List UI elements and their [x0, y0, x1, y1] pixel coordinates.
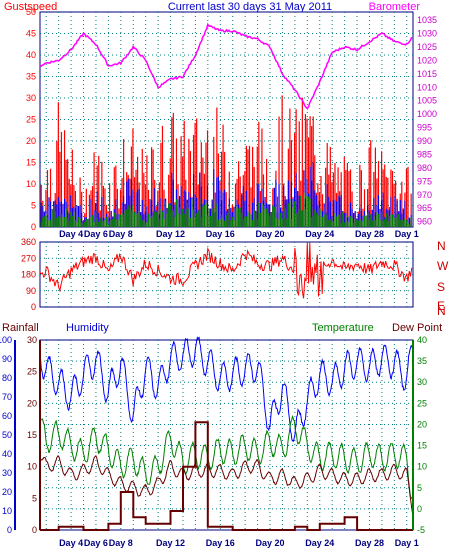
temperature-label: Temperature [312, 322, 374, 334]
gust-axis-tick-label: 40 [26, 50, 36, 60]
humidity-axis-tick-label: 50 [2, 430, 12, 440]
temperature-line [39, 415, 413, 500]
gust-axis-tick-label: 50 [26, 7, 36, 17]
temperature-axis-tick-label: 30 [417, 377, 427, 387]
day-tick-label: Day 20 [256, 229, 285, 239]
humidity-axis-tick-label: 40 [2, 449, 12, 459]
gust-axis-tick-label: 0 [31, 222, 36, 232]
barometer-axis-tick-label: 1010 [417, 82, 437, 92]
dewpoint-label: Dew Point [392, 322, 442, 334]
rain-axis-tick-label: 30 [27, 335, 37, 345]
direction-axis-tick-label: 90 [26, 286, 36, 296]
day-tick-label: Day 4 [59, 538, 83, 548]
day-tick-label: Day 16 [206, 229, 235, 239]
barometer-axis-tick-label: 990 [417, 136, 432, 146]
barometer-label: Barometer [369, 1, 421, 13]
compass-label-s: S [437, 280, 445, 294]
barometer-axis-tick-label: 965 [417, 203, 432, 213]
gust-axis-tick-label: 35 [26, 72, 36, 82]
gust-axis-tick-label: 15 [26, 158, 36, 168]
direction-line [39, 242, 413, 299]
humidity-axis-tick-label: 70 [2, 392, 12, 402]
chart-title: Current last 30 days 31 May 2011 [168, 1, 332, 13]
day-tick-label: Day 1 [395, 538, 419, 548]
rain-axis-tick-label: 10 [27, 462, 37, 472]
gust-axis-tick-label: 5 [31, 201, 36, 211]
rain-axis-tick-label: 0 [32, 525, 37, 535]
barometer-axis-tick-label: 975 [417, 176, 432, 186]
compass-label-w: W [437, 259, 449, 273]
day-tick-label: Day 8 [109, 229, 133, 239]
dewpoint-line [40, 455, 413, 513]
day-tick-label: Day 28 [355, 229, 384, 239]
humidity-axis-tick-label: 90 [2, 354, 12, 364]
gust-axis-tick-label: 20 [26, 136, 36, 146]
day-tick-label: Day 1 [395, 229, 419, 239]
temperature-axis-tick-label: 10 [417, 462, 427, 472]
compass-label-n: N [437, 304, 446, 318]
rain-axis-tick-label: 15 [27, 430, 37, 440]
rain-axis-tick-label: 5 [32, 493, 37, 503]
day-tick-label: Day 28 [355, 538, 384, 548]
barometer-axis-tick-label: 1025 [417, 42, 437, 52]
humidity-axis-tick-label: 60 [2, 411, 12, 421]
average-bars [40, 192, 412, 227]
direction-axis-tick-label: 180 [21, 270, 36, 280]
barometer-axis-tick-label: 1005 [417, 96, 437, 106]
gustspeed-label: Gustspeed [4, 1, 57, 13]
direction-axis-tick-label: 360 [21, 237, 36, 247]
temperature-axis-tick-label: 5 [417, 483, 422, 493]
direction-axis-tick-label: 270 [21, 253, 36, 263]
day-tick-label: Day 4 [59, 229, 83, 239]
gust-axis-tick-label: 25 [26, 115, 36, 125]
barometer-axis-tick-label: 1020 [417, 55, 437, 65]
day-tick-label: Day 24 [305, 538, 334, 548]
temperature-axis-tick-label: -5 [417, 525, 425, 535]
barometer-axis-tick-label: 1030 [417, 29, 437, 39]
temperature-axis-tick-label: 25 [417, 398, 427, 408]
temperature-axis-tick-label: 15 [417, 441, 427, 451]
day-tick-label: Day 24 [305, 229, 334, 239]
humidity-axis-tick-label: 0 [7, 525, 12, 535]
barometer-axis-tick-label: 960 [417, 217, 432, 227]
direction-axis-tick-label: 0 [31, 302, 36, 312]
day-tick-label: Day 16 [206, 538, 235, 548]
day-tick-label: Day 12 [156, 538, 185, 548]
barometer-axis-tick-label: 1015 [417, 69, 437, 79]
temperature-axis-tick-label: 0 [417, 504, 422, 514]
day-tick-label: Day 6 [84, 229, 108, 239]
barometer-axis-tick-label: 980 [417, 163, 432, 173]
temperature-axis-tick-label: 20 [417, 419, 427, 429]
barometer-axis-tick-label: 1000 [417, 109, 437, 119]
humidity-axis-tick-label: 10 [2, 506, 12, 516]
day-tick-label: Day 6 [84, 538, 108, 548]
barometer-axis-tick-label: 985 [417, 149, 432, 159]
barometer-axis-tick-label: 995 [417, 123, 432, 133]
barometer-line [39, 22, 413, 110]
humidity-axis-tick-label: 80 [2, 373, 12, 383]
rain-axis-tick-label: 25 [27, 367, 37, 377]
barometer-axis-tick-label: 970 [417, 190, 432, 200]
humidity-axis-tick-label: 20 [2, 487, 12, 497]
gust-axis-tick-label: 45 [26, 29, 36, 39]
rain-axis-tick-label: 20 [27, 398, 37, 408]
gust-axis-tick-label: 30 [26, 93, 36, 103]
barometer-axis-tick-label: 1035 [417, 15, 437, 25]
humidity-axis-tick-label: 100 [0, 335, 12, 345]
humidity-axis-tick-label: 30 [2, 468, 12, 478]
humidity-line [39, 336, 413, 443]
day-tick-label: Day 20 [256, 538, 285, 548]
temperature-axis-tick-label: 40 [417, 335, 427, 345]
rainfall-label: Rainfall [2, 322, 39, 334]
rainfall-line [40, 421, 413, 531]
compass-label-n: N [437, 239, 446, 253]
humidity-label: Humidity [66, 322, 109, 334]
day-tick-label: Day 8 [109, 538, 133, 548]
day-tick-label: Day 12 [156, 229, 185, 239]
temperature-axis-tick-label: 35 [417, 356, 427, 366]
compass-label-e: E [437, 299, 445, 313]
gust-axis-tick-label: 10 [26, 179, 36, 189]
